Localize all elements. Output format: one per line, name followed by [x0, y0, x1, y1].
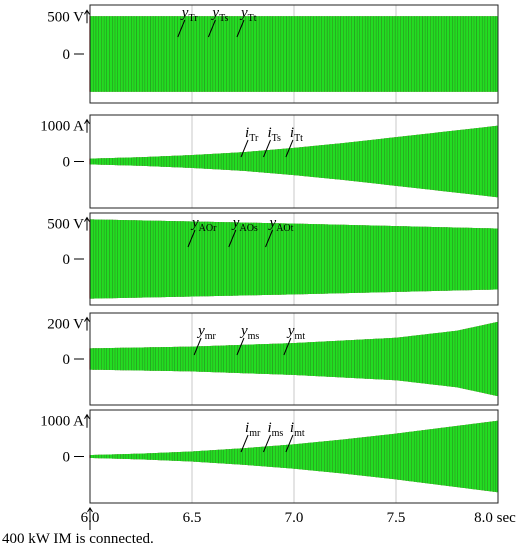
series-label-base: y [239, 323, 248, 339]
series-label-base: y [268, 215, 277, 231]
y-axis-arrow [84, 216, 90, 231]
panel-frame [89, 409, 499, 504]
series-label-sub: ms [272, 428, 284, 439]
series-label-base: y [239, 5, 248, 21]
x-tick-label: 6.5 [183, 510, 202, 526]
label-leader [177, 19, 186, 38]
series-label: ims [267, 420, 283, 439]
series-label-sub: Ts [219, 13, 228, 24]
y-tick-label: 0 [63, 450, 71, 466]
y-tick-label: 200 V [47, 317, 84, 333]
series-label: ymr [196, 323, 216, 342]
label-leader [263, 139, 271, 158]
series-label-base: y [196, 323, 205, 339]
label-leader [193, 337, 202, 356]
y-axis-arrow [84, 9, 90, 24]
series-label-sub: mr [205, 331, 217, 342]
label-leader [285, 139, 294, 158]
x-tick-label: 7.0 [285, 510, 304, 526]
y-axis-arrow [84, 413, 90, 428]
series-label-base: i [267, 125, 271, 141]
y-tick-label: 0 [63, 155, 71, 171]
annotation-text: 400 kW IM is connected. [2, 531, 154, 547]
label-leader [285, 434, 294, 453]
series-label-base: i [290, 420, 294, 436]
y-tick-label: 0 [63, 352, 71, 368]
series-label-sub: AOt [276, 223, 293, 234]
y-axis-arrow [84, 316, 90, 331]
connection-arrow [87, 507, 93, 530]
label-leader [236, 19, 245, 38]
waveform-envelope [90, 125, 498, 198]
series-label-sub: Tr [249, 133, 259, 144]
series-label-sub: Tt [248, 13, 257, 24]
series-label: yAOs [231, 215, 258, 234]
series-label-base: y [231, 215, 240, 231]
panel-frame [89, 212, 499, 306]
label-leader [265, 229, 273, 248]
waveform-envelope [90, 420, 498, 493]
series-label-base: y [180, 5, 189, 21]
waveform-envelope [90, 321, 498, 397]
series-label-sub: mr [249, 428, 261, 439]
y-tick-label: 500 V [47, 217, 84, 233]
series-label: yTr [180, 5, 198, 24]
label-leader [228, 229, 237, 248]
label-leader [187, 229, 196, 248]
series-label-sub: mt [295, 331, 306, 342]
series-label: iTt [290, 125, 303, 144]
series-label-sub: AOr [199, 223, 217, 234]
label-leader [236, 337, 245, 356]
y-axis-arrow [84, 118, 90, 133]
label-leader [283, 337, 292, 356]
series-label-base: i [245, 420, 249, 436]
series-label: yms [239, 323, 259, 342]
y-tick-label: 500 V [47, 9, 84, 25]
x-tick-label: 7.5 [387, 510, 406, 526]
panel-frame [89, 114, 499, 209]
series-label-base: i [267, 420, 271, 436]
series-label-sub: AOs [239, 223, 257, 234]
series-label-base: y [286, 323, 295, 339]
waveform-envelope [90, 219, 498, 299]
panel-frame [89, 312, 499, 406]
series-label-sub: Tr [188, 13, 198, 24]
series-label: yAOr [190, 215, 217, 234]
series-label: yAOt [268, 215, 294, 234]
series-label: imr [245, 420, 261, 439]
series-label-base: i [290, 125, 294, 141]
series-label-base: i [245, 125, 249, 141]
series-label-sub: ms [248, 331, 260, 342]
label-leader [240, 434, 249, 453]
label-leader [240, 139, 249, 158]
series-label: iTs [267, 125, 281, 144]
x-tick-label: 8.0 sec [474, 510, 516, 526]
y-tick-label: 0 [63, 252, 71, 268]
series-label-sub: Ts [272, 133, 281, 144]
panel-frame [89, 4, 499, 104]
y-tick-label: 1000 A [40, 414, 84, 430]
series-label-base: y [210, 5, 219, 21]
y-tick-label: 0 [63, 47, 71, 63]
series-label-base: y [190, 215, 199, 231]
series-label: yTs [210, 5, 228, 24]
x-axis: 6.0 6.5 7.0 7.5 8.0 sec [81, 507, 516, 530]
series-label: ymt [286, 323, 305, 342]
series-label: yTt [239, 5, 257, 24]
series-label-sub: Tt [294, 133, 303, 144]
y-tick-label: 1000 A [40, 119, 84, 135]
series-label: imt [290, 420, 305, 439]
series-label: iTr [245, 125, 259, 144]
series-label-sub: mt [294, 428, 305, 439]
label-leader [263, 434, 271, 453]
waveform-envelope [90, 16, 498, 92]
label-leader [207, 19, 216, 38]
